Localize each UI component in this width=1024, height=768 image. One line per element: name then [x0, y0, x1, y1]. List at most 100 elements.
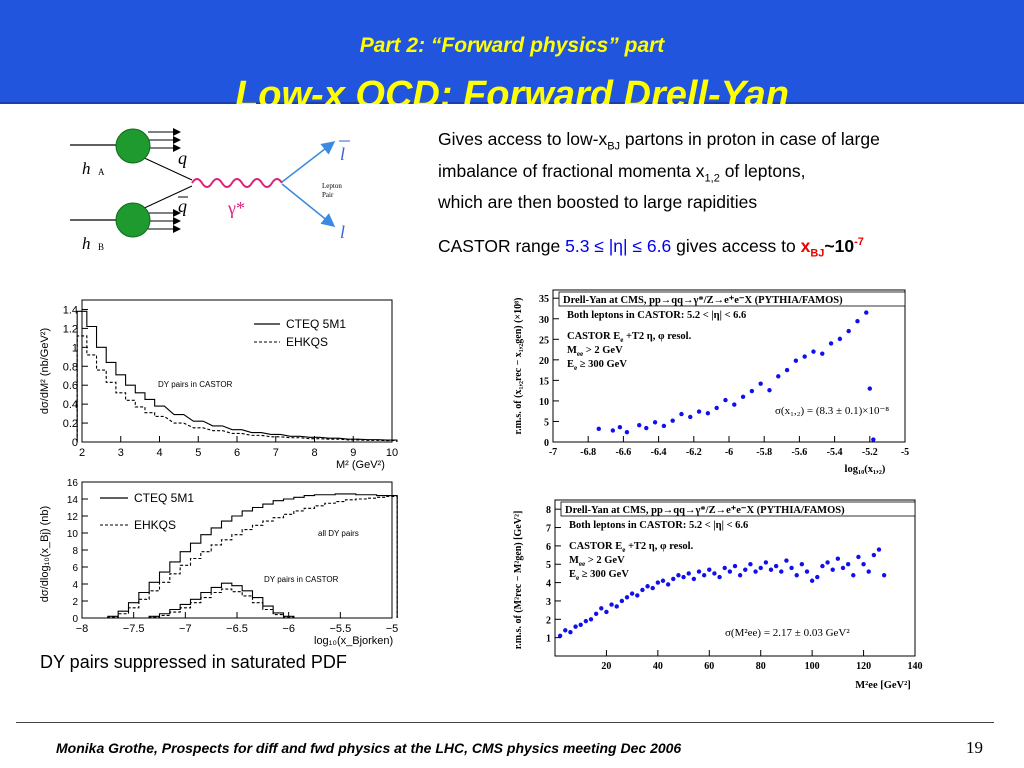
- data-point: [753, 569, 758, 574]
- label-gamma-star: γ*: [227, 198, 245, 218]
- data-point: [679, 411, 684, 417]
- x-tick-label: -7: [549, 447, 557, 458]
- y-tick-label: 12: [67, 512, 79, 523]
- info-line: CASTOR Ee +T2 η, φ resol.: [569, 541, 694, 554]
- data-point: [614, 604, 619, 609]
- data-point: [629, 591, 635, 596]
- info-fragment: ee: [579, 560, 585, 568]
- x-tick-label: 40: [653, 661, 663, 672]
- y-tick-label: 3: [546, 597, 551, 608]
- data-point: [861, 562, 866, 567]
- info-fragment: CASTOR E: [567, 331, 620, 342]
- x-tick-label: 20: [601, 661, 611, 672]
- data-point: [758, 565, 763, 571]
- text-fragment: ~10: [824, 236, 855, 256]
- data-point: [696, 409, 702, 414]
- x-tick-label: 7: [273, 447, 279, 459]
- info-line: Ee ≥ 300 GeV: [569, 569, 629, 582]
- plot-frame: [81, 481, 393, 619]
- text-fragment: x: [800, 236, 811, 256]
- x-tick-label: -6.6: [615, 447, 631, 458]
- data-point: [596, 426, 601, 432]
- y-tick-label: 7: [546, 524, 551, 535]
- info-fragment: e: [620, 336, 623, 344]
- proton-b-icon: [115, 202, 151, 238]
- x-tick-label: 2: [79, 447, 85, 459]
- xbj-value: xBJ: [800, 236, 825, 260]
- y-tick-label: 0.8: [63, 361, 78, 373]
- data-point: [604, 609, 609, 615]
- y-tick-label: 5: [544, 417, 549, 428]
- x-tick-label: 5: [195, 447, 201, 459]
- data-point: [701, 573, 707, 578]
- data-point: [568, 629, 573, 635]
- y-tick-label: 4: [72, 580, 78, 591]
- x-tick-label: -5: [901, 447, 909, 458]
- x-tick-label: −6.5: [226, 623, 248, 635]
- data-point: [794, 573, 799, 578]
- explanation-line-1: Gives access to low-xBJ partons in proto…: [438, 127, 1022, 159]
- label-hB: h: [82, 234, 91, 253]
- data-point: [815, 574, 820, 580]
- chart-xbj-distribution: −8 −7.5 −7 −6.5 −6 −5.5 −5 0 2 4 6 8 10 12 14 16 CTEQ 5M…: [39, 478, 398, 647]
- chart-title: Drell-Yan at CMS, pp→qq→γ*/Z→e⁺e⁻X (PYTH…: [563, 295, 843, 306]
- x-tick-label: 100: [805, 661, 820, 672]
- x-tick-label: 10: [386, 447, 398, 459]
- text-fragment: gives access to: [671, 236, 801, 256]
- x-tick-label: −8: [76, 623, 89, 635]
- text-fragment: of leptons,: [719, 160, 806, 181]
- info-line: Both leptons in CASTOR: 5.2 < |η| < 6.6: [569, 520, 748, 531]
- slide-title: Low-x QCD: Forward Drell-Yan: [235, 74, 789, 104]
- data-point: [727, 569, 733, 574]
- drell-yan-feynman-diagram: h A h B q q γ* l l Lepton Pair: [70, 128, 350, 253]
- data-point: [856, 554, 861, 560]
- chart-rms-x: Drell-Yan at CMS, pp→qq→γ*/Z→e⁺e⁻X (PYTH…: [513, 289, 909, 475]
- castor-range-value: 5.3 ≤ |η| ≤ 6.6: [565, 236, 672, 256]
- data-point: [593, 611, 599, 616]
- data-point: [660, 578, 666, 583]
- data-point: [864, 310, 869, 315]
- page-number: 19: [966, 738, 983, 757]
- data-point: [609, 602, 614, 607]
- x-tick-label: −7.5: [123, 623, 145, 635]
- info-fragment: CASTOR E: [569, 541, 622, 552]
- data-point: [705, 411, 711, 416]
- x-tick-label: -6.2: [686, 447, 702, 458]
- info-fragment: e: [574, 364, 577, 372]
- x-tick-label: -6.8: [580, 447, 596, 458]
- data-point: [637, 422, 642, 428]
- x-tick-label: −7: [179, 623, 192, 635]
- x-tick-label: −5: [386, 623, 398, 635]
- label-q: q: [178, 148, 187, 168]
- x-axis-label: log₁₀(x₁,₂): [845, 464, 886, 475]
- y-axis-label: r.m.s. of (M²rec − M²gen) [GeV²]: [513, 511, 524, 650]
- y-tick-label: 0.4: [63, 399, 78, 411]
- data-point: [712, 571, 717, 576]
- data-point: [563, 628, 568, 633]
- data-point: [578, 622, 583, 627]
- data-point: [851, 573, 856, 578]
- data-point: [732, 402, 737, 407]
- data-point: [624, 429, 630, 435]
- y-tick-label: 15: [539, 376, 549, 387]
- text-subscript: 1,2: [704, 172, 720, 184]
- data-point: [784, 558, 789, 563]
- data-point: [644, 425, 649, 431]
- x-tick-label: −6: [282, 623, 295, 635]
- data-point: [655, 580, 661, 585]
- data-point: [619, 598, 625, 604]
- data-point: [557, 633, 563, 639]
- x-tick-label: 80: [756, 661, 766, 672]
- x-axis-label: log₁₀(x_Bjorken): [314, 635, 393, 647]
- y-tick-label: 1.4: [63, 304, 78, 316]
- y-tick-label: 10: [539, 397, 549, 408]
- series-line: [76, 335, 398, 442]
- x-tick-label: 4: [156, 447, 162, 459]
- chart-annotation: DY pairs in CASTOR: [264, 575, 339, 584]
- data-point: [804, 569, 810, 574]
- slide-subtitle: Part 2: “Forward physics” part: [359, 34, 665, 57]
- y-tick-label: 0: [72, 614, 78, 625]
- y-tick-label: 4: [546, 579, 551, 590]
- y-tick-label: 25: [539, 335, 549, 346]
- chart-annotation: all DY pairs: [318, 529, 359, 538]
